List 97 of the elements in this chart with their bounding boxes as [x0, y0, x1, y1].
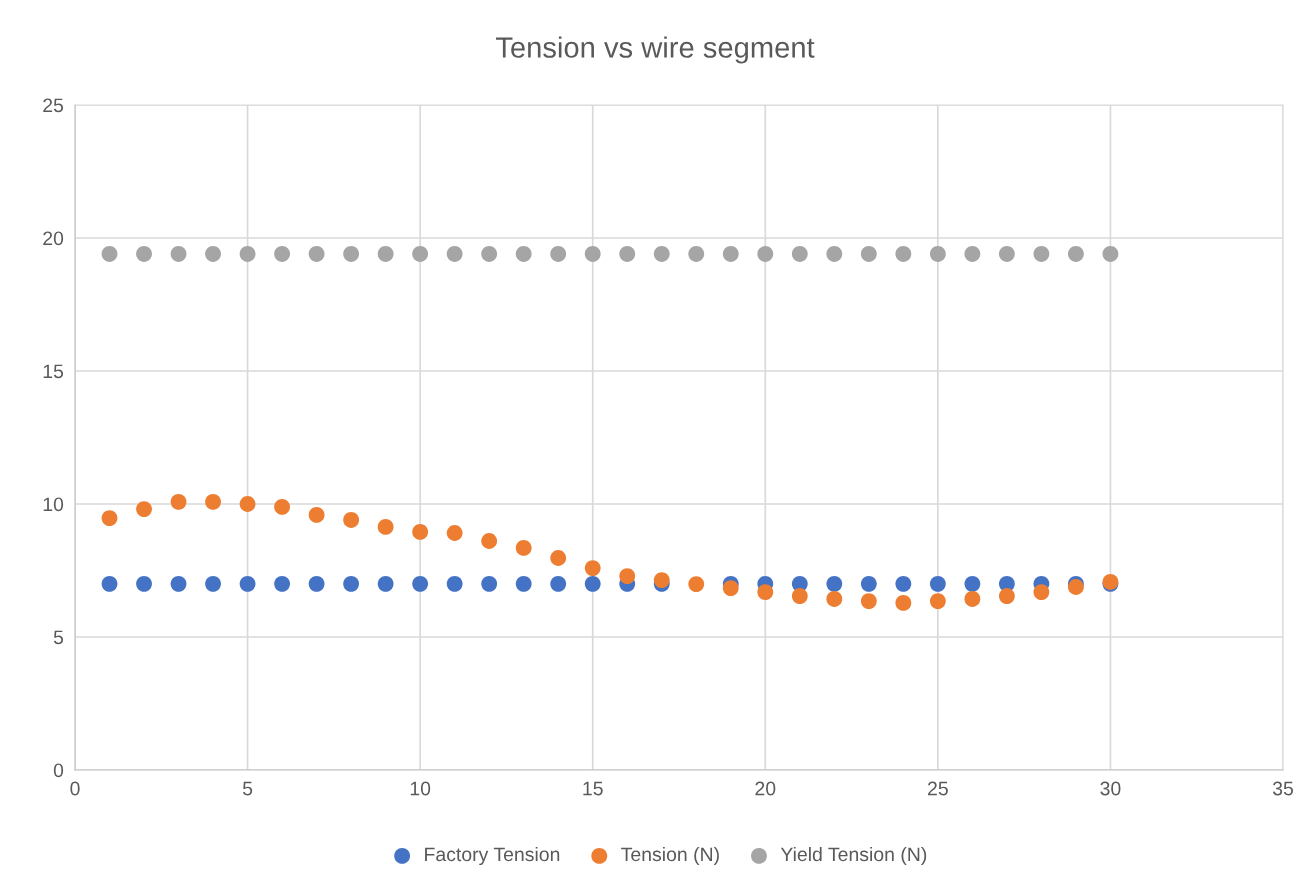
- x-tick-label: 30: [1100, 781, 1121, 796]
- point: [101, 246, 118, 262]
- point: [308, 575, 325, 592]
- point: [515, 539, 532, 556]
- point: [826, 246, 843, 262]
- point: [239, 496, 256, 512]
- x-tick-label: 10: [410, 781, 431, 796]
- point: [584, 246, 601, 262]
- point: [653, 246, 670, 262]
- point: [722, 580, 739, 596]
- x-tick-label: 5: [242, 781, 253, 796]
- point: [998, 588, 1015, 604]
- point: [481, 246, 498, 262]
- x-tick-label: 20: [755, 781, 776, 796]
- point: [791, 246, 808, 262]
- point: [860, 246, 877, 262]
- point: [688, 576, 705, 592]
- point: [964, 591, 981, 607]
- point: [757, 584, 774, 600]
- point: [446, 525, 463, 541]
- point: [584, 560, 601, 577]
- y-tick-label: 25: [43, 98, 64, 113]
- point: [377, 246, 394, 262]
- point: [757, 246, 774, 262]
- chart-title: Tension vs wire segment: [496, 36, 815, 64]
- point: [274, 246, 290, 262]
- point: [274, 575, 290, 592]
- point: [170, 493, 187, 510]
- point: [412, 246, 429, 262]
- x-tick-label: 0: [70, 781, 80, 796]
- point: [1033, 584, 1050, 600]
- point: [101, 510, 118, 527]
- point: [101, 575, 118, 592]
- y-tick-label: 10: [43, 497, 64, 512]
- point: [619, 246, 636, 262]
- point: [343, 246, 360, 262]
- point: [860, 575, 877, 592]
- point: [205, 493, 221, 510]
- point: [343, 575, 360, 592]
- point: [964, 575, 981, 592]
- point: [929, 593, 946, 610]
- point: [343, 512, 360, 528]
- point: [1068, 246, 1084, 262]
- point: [205, 575, 221, 592]
- point: [550, 550, 567, 566]
- point: [136, 501, 152, 517]
- point: [619, 568, 636, 584]
- point: [170, 246, 187, 262]
- point: [446, 575, 463, 592]
- x-tick-label: 25: [928, 781, 948, 796]
- point: [308, 246, 325, 262]
- point: [653, 572, 670, 588]
- point: [136, 575, 152, 592]
- point: [826, 575, 843, 592]
- point: [895, 575, 912, 592]
- point: [550, 246, 567, 262]
- point: [274, 499, 290, 515]
- point: [136, 246, 152, 262]
- point: [446, 246, 463, 262]
- point: [308, 506, 325, 523]
- point: [239, 575, 256, 592]
- point: [481, 533, 498, 549]
- point: [826, 591, 843, 607]
- point: [929, 575, 946, 592]
- point: [239, 246, 256, 262]
- point: [998, 246, 1015, 262]
- y-tick-label: 20: [43, 231, 64, 246]
- point: [412, 524, 429, 540]
- point: [688, 246, 705, 262]
- point: [377, 575, 394, 592]
- point: [895, 246, 912, 262]
- x-tick-label: 35: [1272, 781, 1293, 796]
- point: [170, 575, 187, 592]
- point: [377, 518, 394, 535]
- y-tick-label: 5: [53, 630, 64, 645]
- point: [550, 575, 567, 592]
- y-tick-label: 15: [43, 364, 64, 379]
- x-tick-label: 15: [583, 781, 603, 796]
- legend-label: Factory Tension: [425, 846, 560, 866]
- point: [515, 575, 532, 592]
- legend-label: Yield Tension (N): [780, 846, 927, 866]
- point: [860, 593, 877, 610]
- point: [1102, 246, 1119, 262]
- point: [584, 575, 601, 592]
- point: [895, 595, 912, 611]
- point: [412, 575, 429, 592]
- point: [205, 246, 221, 262]
- point: [791, 588, 808, 604]
- point: [481, 575, 498, 592]
- point: [964, 246, 981, 262]
- y-tick-label: 0: [53, 763, 64, 778]
- point: [1033, 246, 1050, 262]
- point: [929, 246, 946, 262]
- legend-label: Tension (N): [621, 846, 719, 866]
- point: [722, 246, 739, 262]
- point: [515, 246, 532, 262]
- point: [1068, 579, 1084, 595]
